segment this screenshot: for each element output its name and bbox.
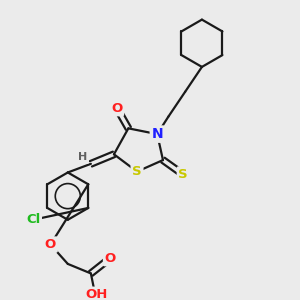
Text: O: O	[111, 102, 122, 115]
Text: Cl: Cl	[26, 213, 40, 226]
Text: N: N	[152, 127, 163, 141]
Text: OH: OH	[85, 288, 108, 300]
Text: S: S	[178, 168, 188, 181]
Text: S: S	[132, 165, 142, 178]
Text: O: O	[45, 238, 56, 251]
Text: O: O	[105, 252, 116, 265]
Text: H: H	[78, 152, 87, 163]
